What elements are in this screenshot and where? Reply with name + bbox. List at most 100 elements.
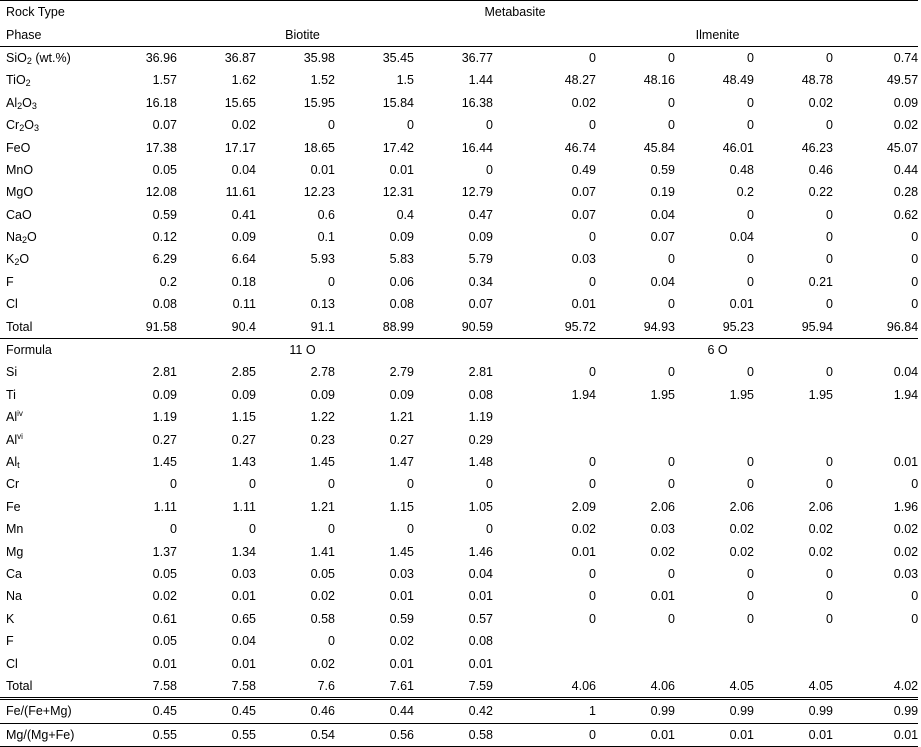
biotite-cell: 1.19 (152, 410, 177, 425)
ilmenite-cell: 0 (589, 365, 596, 380)
biotite-cell: 6.64 (231, 252, 256, 267)
biotite-cell: 0.55 (177, 722, 256, 747)
ilmenite-cell: 0 (911, 230, 919, 245)
biotite-cell: 0.12 (152, 230, 177, 245)
biotite-cell: 0.01 (152, 656, 177, 671)
row-label-mg-mg-fe: Mg/(Mg+Fe) (0, 722, 112, 747)
biotite-cell: 0.45 (177, 697, 256, 723)
ilmenite-cell (675, 652, 754, 674)
ilmenite-cell: 0 (826, 297, 833, 312)
biotite-cell: 0 (170, 522, 177, 537)
biotite-cell: 0.02 (231, 118, 256, 133)
ilmenite-cell: 4.05 (729, 678, 754, 693)
row-label-aliv: Aliv (6, 409, 23, 425)
table-row: Total 91.58 90.4 91.1 88.99 90.59 95.72 94.93 95… (0, 315, 918, 338)
ilmenite-cell: 0 (589, 230, 596, 245)
biotite-cell: 1.47 (389, 455, 414, 469)
biotite-cell: 1.34 (231, 544, 256, 559)
ilmenite-cell: 49.57 (886, 73, 919, 88)
table-row: Cl 0.01 0.01 0.02 0.01 0.01 (0, 652, 918, 674)
ilmenite-cell (596, 406, 675, 428)
biotite-cell: 1.37 (152, 544, 177, 559)
table-row: Na2O 0.12 0.09 0.1 0.09 0.09 0 0.07 0.04 0 0 (0, 226, 918, 248)
ilmenite-cell (754, 652, 833, 674)
biotite-cell: 0.44 (335, 697, 414, 723)
ilmenite-cell: 0 (589, 455, 596, 469)
table-row: Alt 1.45 1.43 1.45 1.47 1.48 0 0 0 0 0.01 (0, 451, 918, 473)
ilmenite-cell: 0 (826, 611, 833, 626)
biotite-cell: 0.4 (396, 207, 414, 222)
biotite-cell: 11.61 (225, 185, 256, 200)
biotite-cell: 0 (486, 162, 493, 177)
biotite-cell: 0.02 (310, 589, 335, 604)
ilmenite-cell: 0 (589, 611, 596, 626)
ilmenite-cell: 0 (589, 477, 596, 492)
biotite-cell: 0.46 (256, 697, 335, 723)
ilmenite-cell: 0 (826, 455, 833, 469)
ilmenite-cell: 4.06 (650, 678, 675, 693)
biotite-cell: 0.01 (231, 656, 256, 671)
ilmenite-cell: 0 (747, 118, 754, 133)
ilmenite-cell: 95.23 (722, 319, 754, 334)
biotite-cell: 0.07 (468, 297, 493, 312)
biotite-cell: 0.01 (468, 589, 493, 604)
biotite-cell: 0.23 (310, 432, 335, 447)
biotite-cell: 0 (486, 522, 493, 537)
ilmenite-cell (833, 630, 918, 652)
table-row: SiO2 (wt.%) 36.96 36.87 35.98 35.45 36.77 0 0 0 0… (0, 45, 919, 70)
biotite-cell: 0.02 (152, 589, 177, 604)
ilmenite-cell (754, 406, 833, 428)
row-label-alt: Alt (6, 455, 20, 470)
ilmenite-cell: 0.01 (650, 589, 675, 604)
biotite-cell: 2.78 (310, 365, 335, 380)
table-row: Fe/(Fe+Mg) 0.45 0.45 0.46 0.44 0.42 1 0.99 0.99 0… (0, 697, 919, 723)
biotite-cell: 1.41 (310, 544, 335, 559)
biotite-cell: 88.99 (382, 319, 414, 334)
biotite-cell: 1.62 (231, 73, 256, 88)
biotite-cell: 0.01 (231, 589, 256, 604)
biotite-cell: 1.52 (310, 73, 335, 88)
biotite-cell: 0.08 (468, 634, 493, 649)
ilmenite-cell: 0 (747, 207, 754, 222)
table-row: Ca 0.05 0.03 0.05 0.03 0.04 0 0 0 0 0.03 (0, 563, 918, 585)
biotite-cell: 0.55 (112, 722, 177, 747)
ilmenite-cell: 0.01 (754, 722, 833, 747)
ilmenite-cell: 0.01 (596, 722, 675, 747)
row-label-total: Total (6, 319, 33, 334)
biotite-cell: 0.09 (231, 230, 256, 245)
row-label-sio2-wt: SiO2 (wt.%) (0, 45, 112, 70)
biotite-cell: 0.1 (317, 230, 335, 245)
ilmenite-cell: 0.49 (571, 162, 596, 177)
ilmenite-cell: 0.04 (650, 274, 675, 289)
biotite-cell: 5.79 (468, 252, 493, 267)
ilmenite-cell: 0.02 (571, 522, 596, 537)
biotite-cell: 0 (486, 477, 493, 492)
biotite-cell: 0 (328, 274, 335, 289)
biotite-cell: 0 (328, 118, 335, 133)
ilmenite-cell: 0.02 (808, 544, 833, 559)
row-label-fe: Fe (6, 499, 21, 514)
row-label-k2o: K2O (6, 252, 30, 268)
biotite-cell: 0 (328, 522, 335, 537)
ilmenite-cell: 2.06 (650, 499, 675, 514)
ilmenite-cell (596, 630, 675, 652)
biotite-cell: 0 (407, 522, 414, 537)
biotite-cell: 0.09 (231, 387, 256, 402)
ilmenite-cell: 95.72 (564, 319, 596, 334)
ilmenite-cell: 0 (668, 566, 675, 581)
biotite-cell: 16.18 (145, 95, 177, 110)
ilmenite-cell: 0.02 (893, 118, 919, 133)
ilmenite-cell: 0 (911, 611, 919, 626)
biotite-cell: 0.18 (231, 274, 256, 289)
ilmenite-cell: 0.07 (571, 185, 596, 200)
biotite-cell: 1.19 (468, 410, 493, 425)
ilmenite-cell: 0.01 (571, 297, 596, 312)
ilmenite-cell: 0.07 (571, 207, 596, 222)
biotite-cell: 0.11 (232, 297, 256, 312)
row-label-feo: FeO (6, 140, 31, 155)
ilmenite-cell: 0 (589, 566, 596, 581)
ilmenite-cell: 0 (826, 230, 833, 245)
ilmenite-cell: 2.06 (729, 499, 754, 514)
